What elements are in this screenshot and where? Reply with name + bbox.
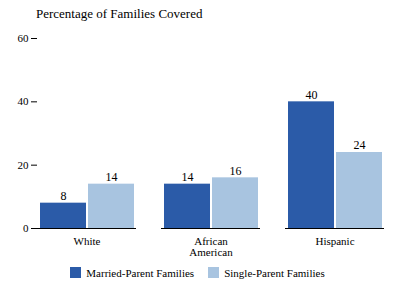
html-text:Married-Parent Families: Married-Parent Families [86,267,195,279]
html-text:Percentage of Families Covered: Percentage of Families Covered [36,6,203,21]
svg-text:16: 16 [230,164,242,178]
html-text:Single-Parent Families: Single-Parent Families [224,267,325,279]
svg-text:20: 20 [18,159,30,171]
svg-text:40: 40 [306,88,318,102]
svg-text:14: 14 [182,170,194,184]
svg-text:8: 8 [61,189,67,203]
svg-text:60: 60 [18,32,30,44]
svg-text:Hispanic: Hispanic [315,235,354,247]
svg-text:14: 14 [106,170,118,184]
svg-text:0: 0 [23,222,29,234]
svg-text:White: White [74,235,101,247]
svg-text:AfricanAmerican: AfricanAmerican [189,235,233,258]
svg-text:40: 40 [18,95,30,107]
svg-text:24: 24 [354,138,366,152]
